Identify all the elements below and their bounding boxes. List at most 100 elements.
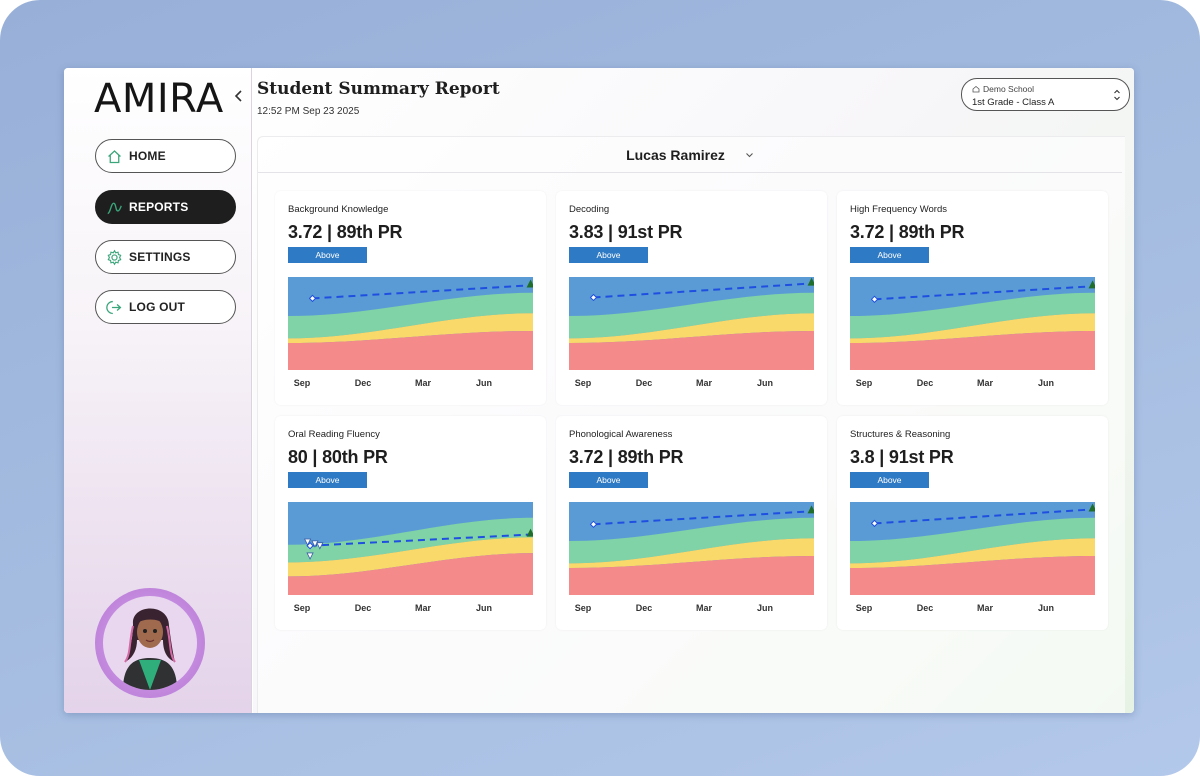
month-label: Mar — [976, 603, 993, 613]
skill-trend-chart — [850, 277, 1095, 370]
band-below — [569, 555, 814, 595]
skill-card-score: 3.72 | 89th PR — [850, 222, 965, 242]
skill-card-score: 3.72 | 89th PR — [569, 447, 684, 467]
month-label: Mar — [414, 603, 431, 613]
band-at — [850, 517, 1095, 564]
skill-score-value: 3.83 — [569, 222, 604, 242]
skill-trend-chart — [569, 502, 814, 595]
band-approaching — [569, 538, 814, 569]
band-at — [288, 292, 533, 339]
skill-card-score: 80 | 80th PR — [288, 447, 388, 467]
sidebar-item-label: SETTINGS — [129, 250, 191, 264]
start-point[interactable] — [589, 293, 598, 302]
band-below — [569, 330, 814, 370]
band-approaching — [288, 537, 533, 577]
sidebar-item-logout[interactable]: LOG OUT — [95, 290, 236, 324]
collapse-sidebar-icon[interactable] — [232, 88, 244, 104]
goal-point[interactable] — [807, 505, 814, 514]
band-below — [288, 330, 533, 370]
sidebar: AMIRA HOME REPORTS SETTINGS — [64, 68, 252, 713]
start-point[interactable] — [870, 519, 879, 528]
trend-line — [312, 284, 529, 300]
amira-logo: AMIRA — [94, 76, 224, 122]
status-badge: Above — [288, 472, 367, 488]
school-class-select[interactable]: Demo School 1st Grade - Class A — [961, 78, 1130, 111]
start-point[interactable] — [589, 520, 598, 529]
band-approaching — [850, 538, 1095, 569]
start-point[interactable] — [870, 295, 879, 304]
skill-score-value: 80 — [288, 447, 308, 467]
sidebar-item-settings[interactable]: SETTINGS — [95, 240, 236, 274]
month-label: Dec — [916, 378, 934, 388]
start-point[interactable] — [308, 294, 317, 303]
month-label: Sep — [293, 378, 311, 388]
skill-percentile: 91st PR — [617, 222, 683, 242]
sidebar-item-label: HOME — [129, 149, 166, 163]
start-point[interactable] — [306, 542, 314, 550]
trend-line — [874, 508, 1091, 525]
report-panel: Lucas Ramirez Background Knowledge 3.72 … — [257, 136, 1125, 713]
skill-trend-chart — [569, 277, 814, 370]
goal-point[interactable] — [1088, 280, 1095, 289]
goal-point[interactable] — [1088, 503, 1095, 512]
status-badge: Above — [569, 472, 648, 488]
assessment-point[interactable] — [303, 538, 312, 546]
skill-card-score: 3.72 | 89th PR — [288, 222, 403, 242]
sidebar-item-label: LOG OUT — [129, 300, 186, 314]
logout-icon — [106, 300, 122, 314]
sidebar-item-reports[interactable]: REPORTS — [95, 190, 236, 224]
goal-point[interactable] — [807, 277, 814, 286]
status-badge: Above — [569, 247, 648, 263]
trend-line — [874, 285, 1091, 301]
skill-card[interactable]: Phonological Awareness 3.72 | 89th PR Ab… — [556, 416, 827, 630]
band-below — [850, 555, 1095, 595]
month-label: Jun — [1037, 603, 1054, 613]
reports-icon — [107, 202, 122, 214]
band-approaching — [288, 313, 533, 344]
student-selector[interactable]: Lucas Ramirez — [258, 137, 1122, 173]
skill-percentile: 89th PR — [617, 447, 684, 467]
skill-card[interactable]: Oral Reading Fluency 80 | 80th PR Above … — [275, 416, 546, 630]
sidebar-item-home[interactable]: HOME — [95, 139, 236, 173]
skill-score-value: 3.72 — [288, 222, 323, 242]
month-label: Sep — [293, 603, 311, 613]
month-label: Jun — [756, 378, 773, 388]
avatar[interactable] — [95, 588, 205, 698]
assessment-point[interactable] — [316, 542, 324, 550]
trend-line — [593, 282, 810, 299]
skill-card-score: 3.8 | 91st PR — [850, 447, 954, 467]
app-window: AMIRA HOME REPORTS SETTINGS — [64, 68, 1134, 713]
assessment-point[interactable] — [306, 552, 314, 560]
class-name: 1st Grade - Class A — [972, 97, 1055, 108]
student-name: Lucas Ramirez — [626, 146, 725, 163]
month-label: Dec — [635, 378, 653, 388]
skill-card[interactable]: Background Knowledge 3.72 | 89th PR Abov… — [275, 191, 546, 405]
skill-percentile: 89th PR — [336, 222, 403, 242]
month-label: Dec — [635, 603, 653, 613]
sidebar-item-label: REPORTS — [129, 200, 189, 214]
skill-card-title: Oral Reading Fluency — [288, 429, 380, 440]
goal-point[interactable] — [526, 528, 533, 537]
month-label: Sep — [855, 603, 873, 613]
month-label: Dec — [916, 603, 934, 613]
skill-card[interactable]: High Frequency Words 3.72 | 89th PR Abov… — [837, 191, 1108, 405]
gear-icon — [107, 249, 122, 265]
band-below — [850, 330, 1095, 370]
band-at — [569, 517, 814, 564]
month-label: Mar — [976, 378, 993, 388]
skill-trend-chart — [288, 502, 533, 595]
skill-card-title: Decoding — [569, 204, 610, 215]
status-badge: Above — [850, 247, 929, 263]
band-at — [569, 292, 814, 339]
skill-trend-chart — [850, 502, 1095, 595]
skill-card[interactable]: Structures & Reasoning 3.8 | 91st PR Abo… — [837, 416, 1108, 630]
month-label: Mar — [414, 378, 431, 388]
skill-card-title: Structures & Reasoning — [850, 429, 951, 440]
month-label: Sep — [574, 603, 592, 613]
report-timestamp: 12:52 PM Sep 23 2025 — [257, 106, 360, 117]
chevron-down-icon — [746, 152, 753, 157]
month-label: Jun — [1037, 378, 1054, 388]
band-approaching — [569, 313, 814, 344]
goal-point[interactable] — [526, 279, 533, 288]
skill-card[interactable]: Decoding 3.83 | 91st PR Above Sep Dec Mar J… — [556, 191, 827, 405]
